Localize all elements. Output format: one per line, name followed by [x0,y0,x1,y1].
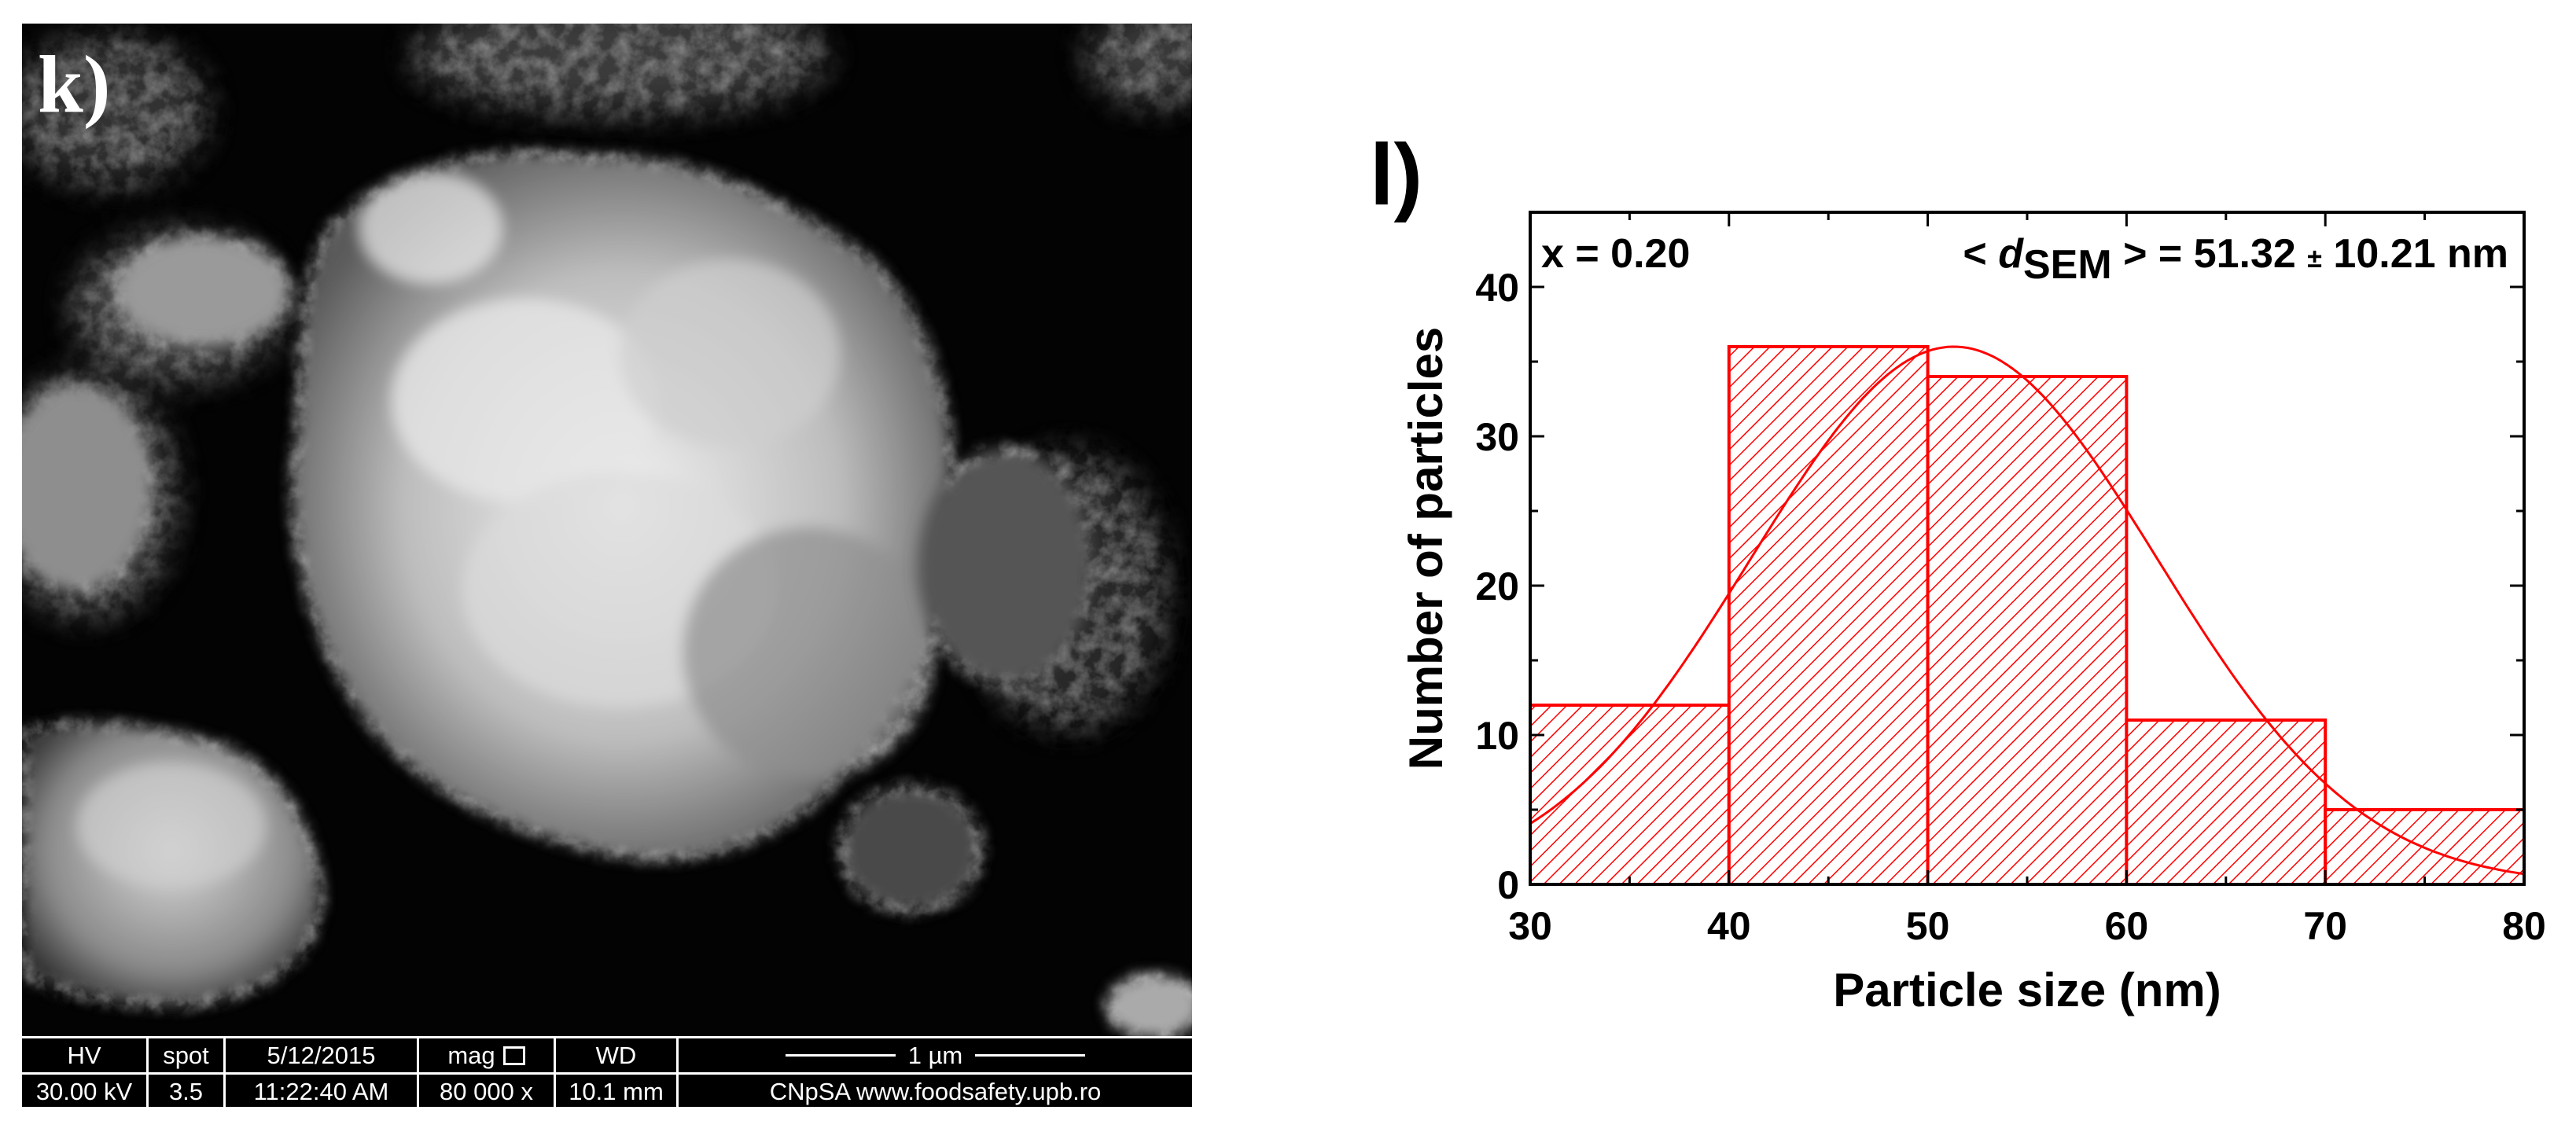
histogram-bar-30-40 [1529,704,1731,886]
annot-mid: > = 51.32 [2112,231,2308,277]
histogram-chart: l) 30 40 50 60 70 80 0 10 20 30 40 x = 0.20 < dSEM… [1370,127,2546,1016]
gaussian-fit-curve [1529,345,2525,876]
sem-panel: k) HV 30.00 kV spot 3.5 5/12/2015 11:22:… [22,24,1192,1107]
mag-label: mag [447,1041,495,1069]
mag-box-icon [502,1046,525,1065]
x-tick-label: 30 [1508,904,1552,948]
y-tick-label: 40 [1475,266,1519,310]
wd-label: WD [556,1038,676,1075]
x-axis-title: Particle size (nm) [1833,964,2221,1016]
hv-value: 30.00 kV [35,1077,133,1105]
y-tick-label: 20 [1475,564,1519,608]
annot-end: 10.21 nm [2322,231,2508,277]
histogram-bar-60-70 [2125,719,2328,886]
scale-bar-left [785,1054,896,1057]
spot-label: spot [149,1038,223,1075]
y-tick-label: 0 [1497,863,1519,907]
histogram-bar-40-50 [1727,345,1930,886]
x-tick-label: 80 [2502,904,2546,948]
spot-value: 3.5 [168,1077,204,1105]
y-tick-label: 10 [1475,714,1519,758]
annotation-x-value: x = 0.20 [1541,231,1690,277]
histogram-bar-50-60 [1926,375,2129,886]
x-tick-label: 40 [1707,904,1751,948]
x-tick-label: 60 [2105,904,2149,948]
y-tick-label: 30 [1475,415,1519,459]
wd-value: 10.1 mm [569,1077,664,1105]
date-value: 5/12/2015 [226,1038,417,1075]
sem-info-bar: HV 30.00 kV spot 3.5 5/12/2015 11:22:40 … [22,1036,1192,1107]
scale-bar-row: 1 µm [679,1038,1192,1075]
hv-cell: HV 30.00 kV [22,1038,149,1107]
panel-l-label: l) [1370,127,1422,223]
scale-cell: 1 µm CNpSA www.foodsafety.upb.ro [679,1038,1192,1107]
mag-label-row: mag [419,1038,554,1075]
mag-value: 80 000 x [440,1077,533,1105]
credit-text: CNpSA www.foodsafety.upb.ro [769,1077,1102,1105]
x-tick-label: 50 [1906,904,1950,948]
sem-micrograph [22,24,1192,1036]
scale-label: 1 µm [907,1041,963,1069]
annot-prefix: < [1963,231,1998,277]
ticks-layer: 30 40 50 60 70 80 0 10 20 30 40 [1475,212,2546,948]
annot-sub: SEM [2023,242,2112,288]
scale-bar-right [975,1054,1086,1057]
wd-cell: WD 10.1 mm [556,1038,679,1107]
spot-cell: spot 3.5 [149,1038,226,1107]
annot-d: d [1998,231,2024,277]
mag-cell: mag 80 000 x [419,1038,556,1107]
annotation-mean-size: < dSEM > = 51.32 ± 10.21 nm [1963,231,2508,288]
panel-k-label: k) [38,39,111,130]
annot-pm: ± [2307,244,2322,274]
bars-layer [1529,345,2526,886]
time-value: 11:22:40 AM [253,1077,389,1105]
y-axis-title: Number of particles [1400,327,1452,770]
datetime-cell: 5/12/2015 11:22:40 AM [226,1038,419,1107]
x-tick-label: 70 [2303,904,2347,948]
hv-label: HV [22,1038,146,1075]
